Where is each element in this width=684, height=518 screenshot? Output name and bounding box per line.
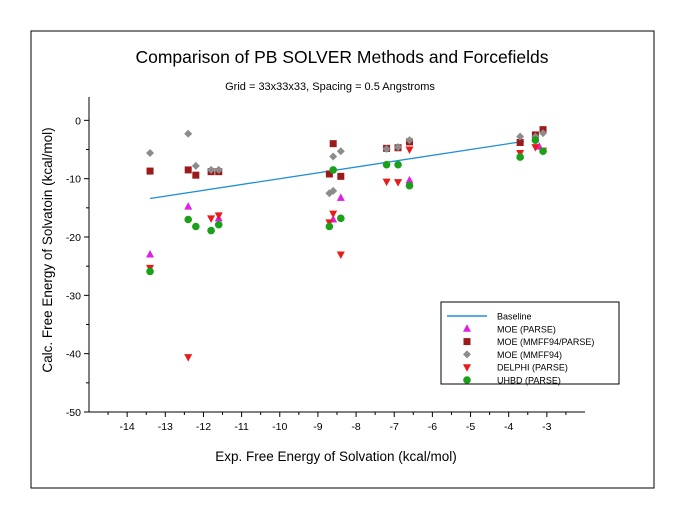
legend-swatch <box>463 376 471 384</box>
legend-item: DELPHI (PARSE) <box>463 363 568 373</box>
data-point <box>329 152 338 161</box>
data-point <box>146 167 154 175</box>
x-tick-label: -12 <box>196 421 211 433</box>
x-tick-label: -6 <box>428 421 437 433</box>
legend-swatch <box>463 364 471 372</box>
legend: Baseline MOE (PARSE) MOE (MMFF94/PARSE) MOE… <box>440 301 620 386</box>
legend-label: UHBD (PARSE) <box>497 376 561 386</box>
x-tick-label: -4 <box>504 421 513 433</box>
data-point <box>325 222 334 231</box>
legend-label: Baseline <box>497 312 532 322</box>
legend-label: DELPHI (PARSE) <box>497 363 568 373</box>
data-point <box>394 160 402 169</box>
data-point <box>382 178 391 187</box>
data-point <box>394 179 403 187</box>
data-point <box>516 132 525 141</box>
legend-item: MOE (PARSE) <box>463 324 556 334</box>
data-point <box>539 129 548 138</box>
y-tick-label: 0 <box>75 115 81 127</box>
data-point <box>405 146 414 154</box>
chart-border <box>30 30 655 489</box>
x-tick-label: -5 <box>466 421 475 433</box>
legend-label: MOE (MMFF94) <box>497 350 562 360</box>
x-axis-ticks: -14 -13 -12 -11 -10 -9 -8 -7 -6 -5 -4 -3 <box>107 412 567 433</box>
data-point <box>405 136 414 145</box>
data-point <box>405 181 414 190</box>
data-point <box>516 139 524 146</box>
legend-item: MOE (MMFF94) <box>463 350 562 360</box>
y-axis-ticks: 0 -10 -20 -30 -40 -50 <box>66 115 89 419</box>
y-tick-label: -40 <box>66 349 81 361</box>
x-tick-label: -10 <box>272 421 287 433</box>
legend-label: MOE (MMFF94/PARSE) <box>497 337 594 347</box>
data-point <box>329 210 338 219</box>
data-point <box>146 267 154 276</box>
data-point <box>336 251 345 259</box>
data-point <box>184 166 192 174</box>
data-point <box>207 215 216 223</box>
x-tick-label: -9 <box>313 421 322 433</box>
data-point <box>531 136 540 144</box>
y-axis-label: Calc. Free Energy of Solvatoin (kcal/mol… <box>40 127 55 372</box>
x-tick-label: -7 <box>390 421 399 433</box>
data-point <box>539 147 547 156</box>
data-point <box>207 165 216 174</box>
legend-item: UHBD (PARSE) <box>463 376 561 386</box>
y-tick-label: -20 <box>66 232 81 244</box>
legend-items: Baseline MOE (PARSE) MOE (MMFF94/PARSE) MOE… <box>447 312 594 386</box>
chart-subtitle: Grid = 33x33x33, Spacing = 0.5 Angstroms <box>225 81 435 93</box>
series-moe-mmff94 <box>146 129 548 198</box>
y-tick-label: -50 <box>66 407 81 419</box>
legend-swatch <box>463 338 471 346</box>
data-point <box>337 214 345 223</box>
data-point <box>207 226 215 235</box>
data-point <box>336 193 345 201</box>
x-tick-label: -8 <box>351 421 360 433</box>
data-point <box>192 171 200 179</box>
data-point <box>405 175 414 184</box>
x-tick-label: -11 <box>234 421 249 433</box>
data-point <box>337 172 345 180</box>
data-point <box>336 147 345 156</box>
data-point <box>329 140 337 148</box>
series-baseline <box>149 140 525 200</box>
data-series <box>146 126 548 362</box>
data-point <box>184 129 193 138</box>
legend-swatch <box>463 350 471 359</box>
legend-item: Baseline <box>447 312 532 322</box>
data-point <box>191 161 200 170</box>
data-point <box>184 354 193 362</box>
y-tick-label: -30 <box>66 290 81 302</box>
x-tick-label: -13 <box>158 421 173 433</box>
data-point <box>382 144 391 153</box>
plot-area: 0 -10 -20 -30 -40 -50 -14 -13 -12 -11 -10 -9 -8 -7 -6… <box>66 97 585 433</box>
baseline-line <box>149 140 525 200</box>
legend-swatch <box>463 324 471 332</box>
chart-title: Comparison of PB SOLVER Methods and Forc… <box>135 47 548 67</box>
x-tick-label: -14 <box>120 421 135 433</box>
legend-item: MOE (MMFF94/PARSE) <box>463 337 594 347</box>
y-tick-label: -10 <box>66 174 81 186</box>
data-point <box>214 212 223 220</box>
data-point <box>214 220 223 229</box>
x-axis-label: Exp. Free Energy of Solvation (kcal/mol) <box>215 449 457 464</box>
legend-label: MOE (PARSE) <box>497 324 556 334</box>
data-point <box>329 166 337 174</box>
x-tick-label: -3 <box>542 421 551 433</box>
series-uhbd-parse <box>146 136 547 276</box>
data-point <box>146 149 155 157</box>
data-point <box>146 250 155 258</box>
data-point <box>531 144 540 152</box>
data-point <box>325 170 333 178</box>
data-point <box>184 215 192 224</box>
data-point <box>394 143 403 152</box>
data-point <box>184 202 193 210</box>
data-point <box>192 222 200 231</box>
data-point <box>382 160 391 169</box>
data-point <box>214 165 223 174</box>
data-point <box>329 186 338 195</box>
data-point <box>516 153 524 161</box>
